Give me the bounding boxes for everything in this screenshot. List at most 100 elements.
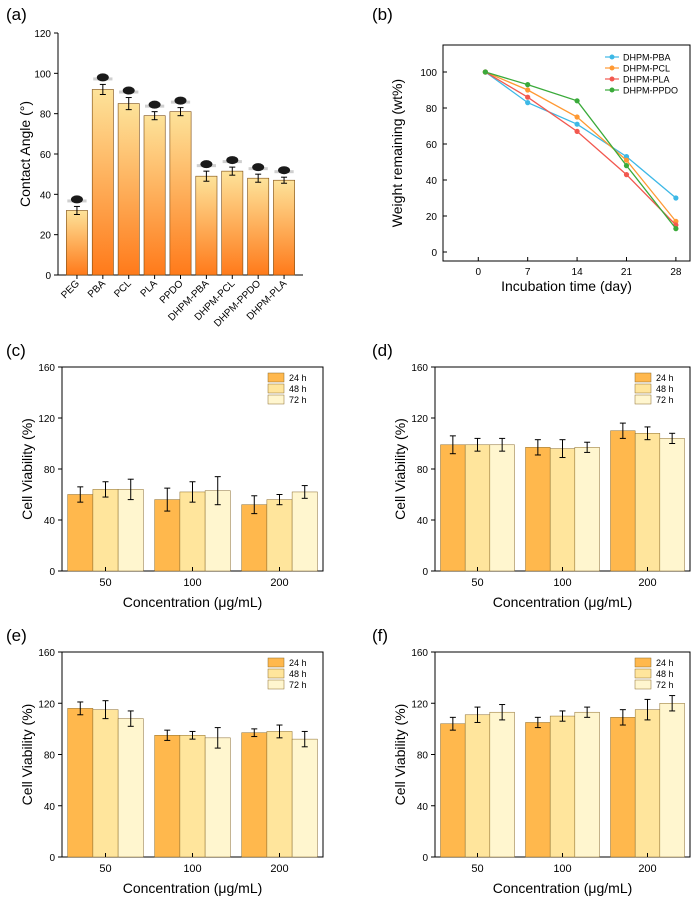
legend-item: 24 h [634,372,674,383]
legend-marker [609,54,615,60]
x-tick-label: 50 [471,577,483,589]
bar [117,489,144,572]
legend-marker [609,76,615,82]
bar [574,447,600,572]
legend-label: DHPM-PLA [623,75,670,85]
data-point [574,114,580,120]
bar [169,111,192,276]
bar [195,175,218,276]
bar [266,499,293,572]
droplet [200,160,213,169]
y-tick-label: 0 [49,567,55,578]
legend-swatch [267,679,285,690]
legend-marker [609,87,615,93]
bar [241,732,268,858]
legend-item: 72 h [267,394,307,405]
bar [179,735,206,858]
y-tick-label: 40 [417,802,429,813]
bar [464,714,491,858]
legend-swatch [634,657,652,668]
data-point [525,82,531,88]
y-tick-label: 0 [49,853,55,864]
bar [659,438,685,572]
legend-swatch [634,668,652,679]
water-droplet-icon [170,96,191,105]
x-axis-label: Concentration (μg/mL) [123,880,263,896]
y-tick-label: 40 [44,516,56,527]
bar [525,447,551,572]
panel-label: (a) [6,5,27,24]
bar [117,103,140,276]
x-tick-label: 50 [99,863,111,875]
bar [525,722,551,858]
legend-label: 24 h [289,658,307,668]
legend-swatch [634,394,652,405]
y-tick-label: 60 [426,140,438,151]
droplet [70,195,83,204]
water-droplet-icon [274,166,294,175]
legend-label: 48 h [289,669,307,679]
y-tick-label: 0 [431,248,437,259]
x-tick-label: PLA [139,278,160,299]
panel-c-cell-viability-chart: (c) 0 40 80 120 160 50 100 200 24 h48 h72 h Concen… [6,341,324,610]
x-tick-label: 14 [572,267,584,278]
y-tick-label: 40 [44,802,56,813]
bar [266,731,293,858]
droplet [278,166,291,175]
droplet [174,96,187,105]
water-droplet-icon [196,160,217,169]
bar [291,491,318,572]
bar [610,430,636,572]
y-tick-label: 80 [44,465,56,476]
y-tick-label: 160 [411,363,428,374]
y-tick-label: 20 [426,212,438,223]
bar [241,504,268,572]
legend-item: 48 h [634,668,674,679]
x-tick-label: PCL [112,278,134,300]
data-point [574,98,580,104]
y-tick-label: 80 [40,110,52,121]
water-droplet-icon [119,86,139,95]
data-point [574,128,580,134]
y-tick-label: 60 [40,150,52,161]
legend-swatch [267,383,285,394]
bar [92,709,119,858]
y-tick-label: 80 [417,465,429,476]
legend-item: DHPM-PBA [605,53,671,63]
legend-swatch [267,394,285,405]
panel-label: (b) [372,5,393,24]
y-tick-label: 120 [38,414,55,425]
bar [634,709,661,858]
y-tick-label: 80 [417,751,429,762]
y-tick-label: 20 [40,231,52,242]
legend-label: DHPM-PBA [623,53,671,63]
y-tick-label: 100 [420,68,437,79]
y-axis-label: Contact Angle (°) [17,101,33,207]
y-tick-label: 120 [411,699,428,710]
legend-swatch [634,679,652,690]
droplet [252,163,265,172]
bar [117,718,144,858]
y-tick-label: 120 [38,699,55,710]
bar [489,711,515,858]
bar [221,170,244,276]
x-axis-label: Incubation time (day) [501,278,632,294]
y-axis-label: Cell Viability (%) [19,418,35,520]
legend-item: 24 h [267,372,307,383]
x-tick-label: 100 [553,863,571,875]
legend-item: 48 h [267,383,307,394]
x-tick-label: 50 [471,863,483,875]
x-axis-label: Concentration (μg/mL) [493,880,633,896]
y-axis-label: Cell Viability (%) [392,418,408,520]
bar [549,715,576,858]
bar [464,444,491,572]
data-point [482,69,488,75]
x-tick-label: 200 [638,863,656,875]
y-tick-label: 120 [34,29,51,40]
bar [574,711,600,858]
water-droplet-icon [144,100,165,109]
data-point [525,94,531,100]
y-tick-label: 160 [38,648,55,659]
data-point [673,226,679,232]
panel-label: (d) [372,341,393,360]
